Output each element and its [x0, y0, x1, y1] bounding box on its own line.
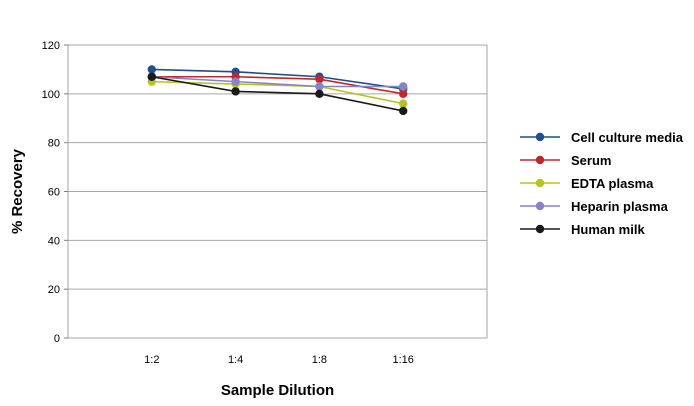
legend-marker: [535, 178, 545, 188]
data-point: [399, 89, 408, 99]
data-point: [399, 106, 408, 116]
legend-marker: [535, 132, 545, 142]
data-point: [315, 74, 324, 84]
x-tick-label: 1:16: [392, 354, 413, 366]
legend-label: Cell culture media: [571, 130, 684, 145]
series-line: [151, 75, 404, 88]
y-tick-label: 120: [42, 40, 60, 52]
data-point: [231, 87, 240, 96]
legend: Cell culture media Serum EDTA plasma Hepari…: [520, 130, 684, 237]
y-tick-label: 0: [54, 333, 60, 345]
data-point: [399, 99, 408, 108]
x-tick-label: 1:8: [312, 354, 327, 366]
y-tick-label: 60: [48, 187, 60, 199]
x-tick-label: 1:4: [228, 354, 243, 366]
legend-marker: [535, 201, 545, 211]
x-axis-label: Sample Dilution: [221, 382, 334, 399]
legend-label: Heparin plasma: [571, 199, 669, 214]
y-tick-label: 20: [48, 284, 60, 296]
series-line: [151, 80, 404, 105]
x-tick-label: 1:2: [144, 354, 159, 366]
series-line: [151, 75, 404, 112]
data-point: [147, 72, 156, 81]
y-tick-label: 40: [48, 235, 60, 247]
y-axis-label: % Recovery: [9, 148, 26, 234]
y-tick-label: 100: [42, 89, 60, 101]
data-point: [315, 82, 324, 91]
legend-item: Serum: [520, 153, 611, 168]
data-point: [231, 77, 240, 86]
series-line: [151, 68, 404, 90]
legend-item: Cell culture media: [520, 130, 684, 145]
gridlines: [68, 93, 487, 290]
legend-marker: [535, 155, 545, 165]
legend-item: Heparin plasma: [520, 199, 669, 214]
legend-label: Serum: [571, 153, 611, 168]
legend-label: EDTA plasma: [571, 176, 654, 191]
data-point: [315, 89, 324, 99]
legend-item: Human milk: [520, 222, 645, 237]
series-group: [147, 65, 408, 116]
y-tick-label: 80: [48, 138, 60, 150]
legend-label: Human milk: [571, 222, 645, 237]
data-point: [147, 65, 156, 74]
legend-marker: [535, 224, 545, 234]
series-4: [147, 72, 408, 116]
x-axis-ticks: 1:2 1:4 1:8 1:16: [144, 354, 414, 366]
data-point: [399, 82, 408, 91]
legend-item: EDTA plasma: [520, 176, 654, 191]
y-axis-ticks: 0 20 40 60 80 100 120: [42, 40, 68, 345]
